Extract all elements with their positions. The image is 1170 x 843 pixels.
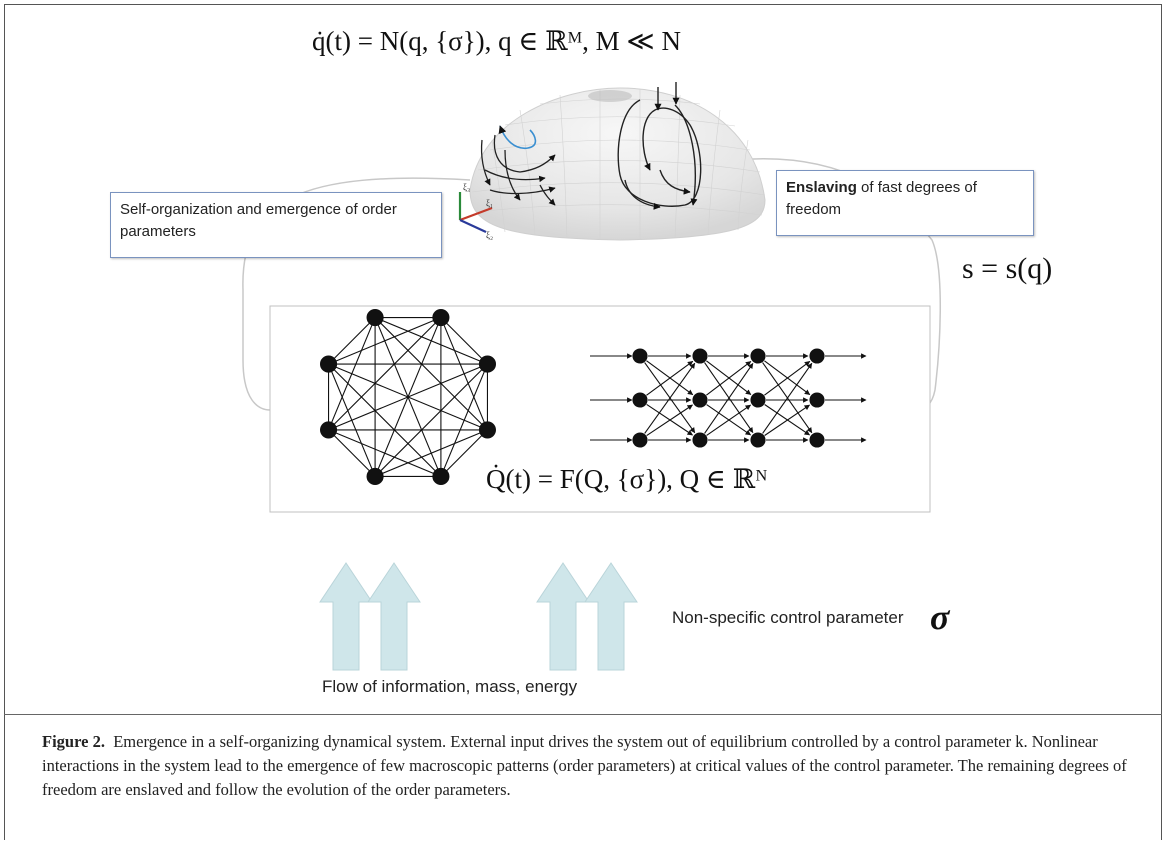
network-node bbox=[319, 355, 338, 373]
network-node bbox=[432, 308, 450, 327]
axis-triad bbox=[458, 192, 493, 233]
network-edge bbox=[440, 429, 488, 477]
network-edge bbox=[328, 363, 442, 477]
caption-divider bbox=[4, 714, 1162, 715]
network-edge bbox=[646, 360, 694, 396]
network-node bbox=[366, 467, 384, 486]
layered-network bbox=[590, 348, 867, 448]
input-arrow bbox=[584, 562, 638, 671]
axis-label-xi2: ξ₂ bbox=[486, 230, 494, 240]
control-parameter-label: Non-specific control parameter bbox=[672, 608, 904, 627]
enslaving-rest: of fast degrees of freedom bbox=[786, 179, 977, 218]
network-edge bbox=[328, 317, 442, 431]
network-node bbox=[692, 432, 708, 448]
trajectories-right bbox=[617, 82, 702, 210]
network-node bbox=[366, 308, 384, 327]
figure-caption: Figure 2. Emergence in a self-organizing… bbox=[42, 730, 1142, 802]
fully-connected-network bbox=[319, 308, 497, 486]
network-node bbox=[478, 421, 497, 439]
network-edge bbox=[374, 317, 442, 477]
input-arrow bbox=[367, 562, 421, 671]
network-edge bbox=[328, 429, 442, 477]
network-edge bbox=[764, 404, 811, 436]
network-edge bbox=[374, 317, 488, 431]
control-parameter-symbol: σ bbox=[930, 597, 950, 637]
figure-frame bbox=[4, 4, 1162, 840]
network-node bbox=[750, 348, 766, 364]
network-edge bbox=[374, 363, 488, 477]
network-node bbox=[750, 432, 766, 448]
microscopic-equation: Q̇(t) = F(Q, {σ}), Q ∈ ℝᴺ bbox=[486, 464, 768, 494]
input-arrows bbox=[319, 562, 638, 671]
network-edge bbox=[706, 361, 752, 396]
enslaving-box: Enslaving of fast degrees of freedom bbox=[776, 170, 1034, 236]
network-node bbox=[319, 421, 338, 439]
self-organization-box: Self-organization and emergence of order… bbox=[110, 192, 442, 258]
network-node bbox=[478, 355, 497, 373]
trajectories-left bbox=[480, 134, 556, 206]
network-edge bbox=[440, 317, 488, 365]
network-edge bbox=[328, 429, 376, 477]
network-edge bbox=[374, 317, 488, 365]
axis-label-xi3: ξ₃ bbox=[463, 182, 471, 192]
slaving-equation: s = s(q) bbox=[962, 252, 1053, 285]
trajectory-blue bbox=[498, 125, 537, 150]
network-edge bbox=[644, 362, 696, 434]
network-node bbox=[809, 432, 825, 448]
network-edge bbox=[328, 317, 376, 431]
network-node bbox=[632, 392, 648, 408]
network-node bbox=[692, 348, 708, 364]
enslaving-bold: Enslaving bbox=[786, 179, 857, 196]
input-arrow bbox=[319, 562, 373, 671]
axis-label-xi1: ξ₁ bbox=[486, 198, 494, 208]
flow-label: Flow of information, mass, energy bbox=[322, 677, 578, 696]
caption-label: Figure 2. bbox=[42, 732, 105, 751]
network-edge bbox=[328, 317, 376, 365]
network-node bbox=[632, 432, 648, 448]
network-edge bbox=[646, 404, 693, 437]
network-node bbox=[692, 392, 708, 408]
order-parameter-manifold bbox=[469, 82, 766, 241]
network-edge bbox=[762, 362, 813, 434]
network-edge bbox=[704, 362, 754, 434]
caption-text: Emergence in a self-organizing dynamical… bbox=[42, 732, 1127, 799]
network-node bbox=[809, 392, 825, 408]
network-edge bbox=[764, 360, 811, 396]
network-node bbox=[809, 348, 825, 364]
network-node bbox=[432, 467, 450, 486]
network-node bbox=[750, 392, 766, 408]
network-edge bbox=[328, 363, 376, 477]
order-parameter-equation: q̇(t) = N(q, {σ}), q ∈ ℝᴹ, M ≪ N bbox=[312, 26, 681, 56]
network-node bbox=[632, 348, 648, 364]
input-arrow bbox=[536, 562, 590, 671]
self-organization-text: Self-organization and emergence of order… bbox=[120, 201, 397, 240]
network-edge bbox=[706, 404, 752, 436]
